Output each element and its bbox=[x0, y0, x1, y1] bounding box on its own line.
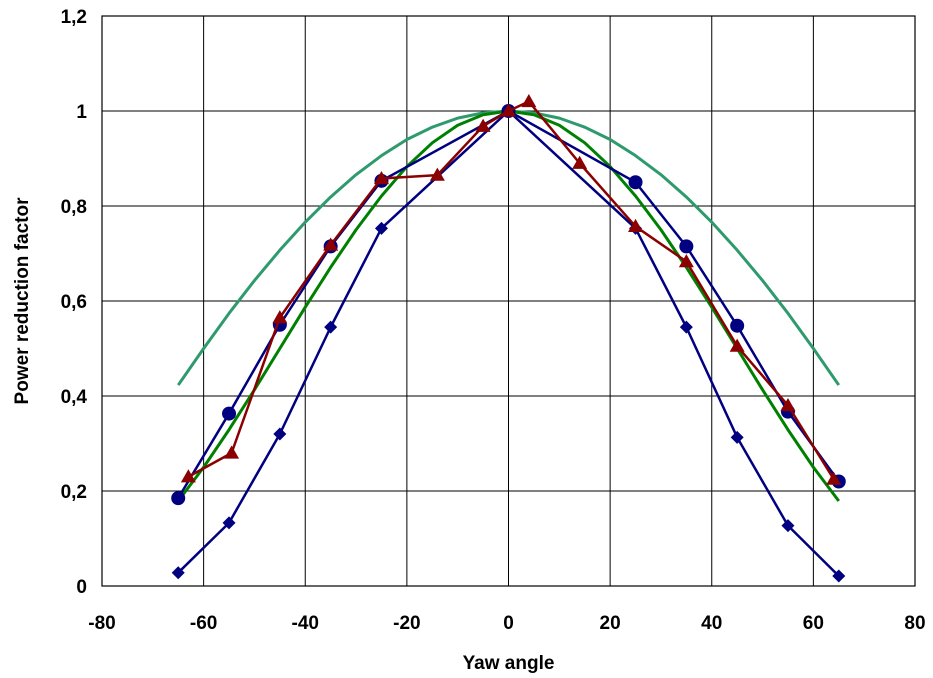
data-point-triangle bbox=[826, 471, 842, 485]
x-tick-label: -60 bbox=[190, 613, 217, 634]
data-point-diamond bbox=[730, 430, 744, 444]
data-point-triangle bbox=[628, 218, 644, 233]
data-point-circle bbox=[171, 491, 186, 506]
x-tick-label: 40 bbox=[701, 613, 722, 634]
data-point-diamond bbox=[374, 221, 388, 235]
plot-frame bbox=[101, 15, 916, 587]
data-point-triangle bbox=[323, 237, 339, 251]
data-point-diamond bbox=[679, 320, 693, 334]
data-point-triangle bbox=[729, 338, 745, 352]
y-tick-label: 0,8 bbox=[61, 197, 87, 218]
data-point-diamond bbox=[273, 427, 287, 441]
x-tick-label: 60 bbox=[803, 613, 824, 634]
data-point-triangle bbox=[475, 118, 491, 132]
y-tick-label: 0,2 bbox=[61, 482, 87, 503]
data-point-triangle bbox=[373, 170, 389, 185]
series-layer bbox=[171, 94, 846, 583]
data-point-triangle bbox=[272, 310, 288, 324]
y-tick-label: 0,4 bbox=[61, 387, 88, 408]
y-tick-label: 0,6 bbox=[61, 292, 87, 313]
y-tick-label: 1 bbox=[76, 102, 87, 123]
x-axis-title: Yaw angle bbox=[463, 653, 555, 674]
y-axis-ticks: 0 0,2 0,4 0,6 0,8 1 1,2 bbox=[61, 7, 88, 598]
y-tick-label: 1,2 bbox=[61, 7, 87, 28]
x-tick-label: 0 bbox=[503, 613, 514, 634]
x-tick-label: -40 bbox=[292, 613, 319, 634]
x-axis-ticks: -80 -60 -40 -20 0 20 40 60 80 bbox=[88, 613, 925, 634]
data-point-circle bbox=[222, 406, 237, 421]
data-point-triangle bbox=[180, 469, 196, 483]
data-point-triangle bbox=[224, 445, 240, 459]
grid-lines bbox=[101, 15, 916, 587]
data-point-triangle bbox=[572, 155, 588, 169]
data-point-circle bbox=[730, 318, 745, 333]
x-tick-label: -20 bbox=[393, 613, 420, 634]
data-point-triangle bbox=[429, 167, 445, 181]
y-tick-label: 0 bbox=[76, 577, 87, 598]
x-tick-label: -80 bbox=[88, 613, 115, 634]
data-point-triangle bbox=[521, 94, 537, 108]
x-tick-label: 20 bbox=[600, 613, 621, 634]
data-point-circle bbox=[628, 175, 643, 190]
data-point-diamond bbox=[832, 569, 846, 583]
y-axis-title: Power reduction factor bbox=[12, 197, 33, 405]
data-point-diamond bbox=[324, 320, 338, 334]
data-point-triangle bbox=[678, 254, 694, 268]
data-point-diamond bbox=[171, 566, 185, 580]
data-point-diamond bbox=[222, 516, 236, 530]
data-point-triangle bbox=[501, 103, 516, 117]
x-tick-label: 80 bbox=[904, 613, 925, 634]
data-point-diamond bbox=[781, 519, 795, 533]
data-point-circle bbox=[679, 239, 694, 254]
series-triangle-4 bbox=[180, 94, 842, 485]
data-point-triangle bbox=[780, 398, 796, 412]
